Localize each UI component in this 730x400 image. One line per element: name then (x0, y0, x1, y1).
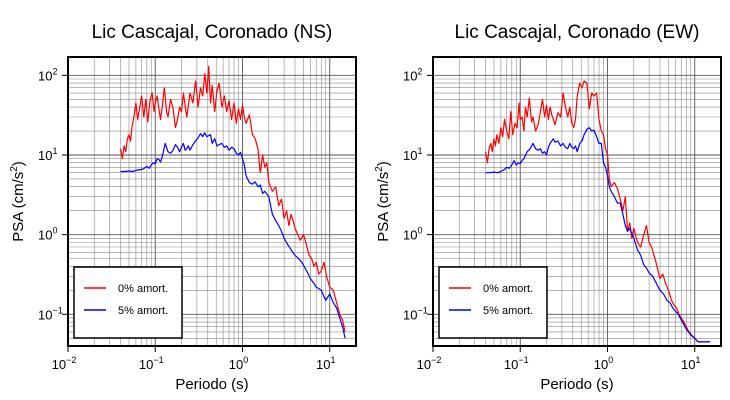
x-tick-label: 10−1 (139, 355, 164, 372)
y-tick-label: 101 (403, 146, 422, 163)
y-tick-label-base: 10 (38, 228, 52, 243)
y-axis-label: PSA (cm/s2) (9, 161, 27, 242)
y-tick-label: 102 (403, 66, 422, 83)
x-tick-label-exp: −1 (518, 355, 528, 365)
x-tick-label-base: 10 (139, 357, 153, 372)
y-tick-label: 100 (403, 226, 422, 243)
y-tick-label-exp: 2 (417, 66, 422, 76)
series-line-5pct (120, 132, 346, 339)
x-tick-label: 101 (316, 355, 335, 372)
x-tick-label-exp: 1 (330, 355, 335, 365)
legend-label-0pct: 0% amort. (483, 283, 533, 295)
y-tick-label-base: 10 (38, 68, 52, 83)
y-tick-label: 101 (38, 146, 57, 163)
legend-label-5pct: 5% amort. (118, 305, 168, 317)
y-axis-label: PSA (cm/s2) (374, 161, 392, 242)
y-tick-label-exp: 1 (417, 146, 422, 156)
legend-label-0pct: 0% amort. (118, 283, 168, 295)
x-tick-label-exp: 1 (695, 355, 700, 365)
y-tick-label-base: 10 (403, 148, 417, 163)
chart-panel-ew: Lic Cascajal, Coronado (EW)10−2 10−1 100 10… (374, 22, 722, 393)
x-tick-label-exp: 0 (608, 355, 613, 365)
y-tick-label: 100 (38, 226, 57, 243)
series-line-0pct (119, 65, 346, 333)
legend-box (438, 266, 548, 339)
y-tick-label: 102 (38, 66, 57, 83)
x-axis-label: Periodo (s) (175, 376, 248, 393)
y-tick-label-base: 10 (403, 228, 417, 243)
legend-box (73, 266, 183, 339)
y-axis-label-main: PSA (cm/s (10, 172, 27, 242)
x-tick-label: 10−1 (504, 355, 529, 372)
x-tick-label: 10−2 (52, 355, 77, 372)
legend: 0% amort. 5% amort. (438, 266, 548, 339)
y-axis-label-sup: 2 (374, 166, 385, 172)
y-tick-label: 10−1 (403, 305, 428, 322)
y-tick-label-exp: 0 (417, 226, 422, 236)
x-tick-label: 100 (229, 355, 248, 372)
x-tick-label-exp: −2 (431, 355, 441, 365)
plot-frame (432, 56, 722, 347)
x-tick-label: 100 (594, 355, 613, 372)
x-tick-label-base: 10 (594, 357, 608, 372)
y-tick-label-base: 10 (38, 148, 52, 163)
y-axis-label-main: PSA (cm/s (375, 172, 392, 242)
y-tick-label-exp: 1 (52, 146, 57, 156)
x-tick-label-base: 10 (316, 357, 330, 372)
legend: 0% amort. 5% amort. (73, 266, 183, 339)
x-tick-label: 10−2 (417, 355, 442, 372)
x-tick-label-base: 10 (229, 357, 243, 372)
y-tick-label-base: 10 (403, 307, 417, 322)
x-tick-label-base: 10 (52, 357, 66, 372)
x-tick-label-base: 10 (504, 357, 518, 372)
x-tick-label-exp: 0 (243, 355, 248, 365)
y-axis-label-sup: 2 (9, 166, 20, 172)
chart-panel-ns: Lic Cascajal, Coronado (NS)10−2 10−1 100 10… (9, 22, 357, 393)
y-tick-label-base: 10 (403, 68, 417, 83)
x-tick-label-base: 10 (681, 357, 695, 372)
y-tick-label-exp: 0 (52, 226, 57, 236)
chart-title: Lic Cascajal, Coronado (NS) (92, 22, 333, 43)
y-tick-label-exp: −1 (417, 305, 427, 315)
x-tick-label: 101 (681, 355, 700, 372)
y-tick-label-base: 10 (38, 307, 52, 322)
plot-frame (67, 56, 357, 347)
x-axis-label: Periodo (s) (540, 376, 613, 393)
legend-label-5pct: 5% amort. (483, 305, 533, 317)
series-line-0pct (484, 80, 711, 343)
x-tick-label-exp: −1 (153, 355, 163, 365)
y-axis-label-close: ) (375, 161, 392, 166)
series-line-5pct (485, 127, 711, 343)
x-tick-label-exp: −2 (66, 355, 76, 365)
y-tick-label-exp: −1 (52, 305, 62, 315)
x-tick-label-base: 10 (417, 357, 431, 372)
chart-title: Lic Cascajal, Coronado (EW) (455, 22, 700, 43)
y-tick-label: 10−1 (38, 305, 63, 322)
y-tick-label-exp: 2 (52, 66, 57, 76)
y-axis-label-close: ) (10, 161, 27, 166)
